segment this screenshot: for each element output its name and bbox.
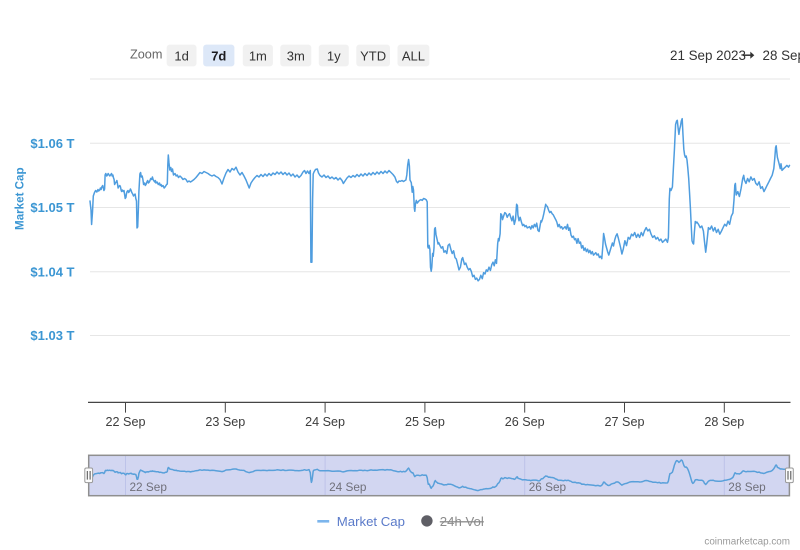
svg-text:22 Sep: 22 Sep (106, 415, 146, 429)
svg-text:$1.04 T: $1.04 T (30, 264, 74, 279)
svg-text:27 Sep: 27 Sep (605, 415, 645, 429)
svg-text:1m: 1m (249, 48, 267, 63)
svg-text:Market Cap: Market Cap (337, 514, 405, 529)
svg-text:$1.06 T: $1.06 T (30, 136, 74, 151)
svg-text:Market Cap: Market Cap (14, 167, 27, 230)
svg-text:22 Sep: 22 Sep (130, 480, 168, 494)
svg-text:Zoom: Zoom (130, 48, 162, 62)
svg-text:$1.03 T: $1.03 T (30, 328, 74, 343)
svg-text:24h Vol: 24h Vol (440, 514, 484, 529)
svg-text:28 Sep: 28 Sep (728, 480, 766, 494)
svg-text:1y: 1y (327, 48, 341, 63)
svg-text:ALL: ALL (402, 48, 425, 63)
svg-text:$1.05 T: $1.05 T (30, 200, 74, 215)
svg-text:24 Sep: 24 Sep (305, 415, 345, 429)
svg-text:24 Sep: 24 Sep (329, 480, 367, 494)
svg-text:26 Sep: 26 Sep (529, 480, 567, 494)
svg-text:26 Sep: 26 Sep (505, 415, 545, 429)
svg-text:7d: 7d (211, 48, 226, 63)
svg-text:YTD: YTD (360, 48, 386, 63)
svg-text:1d: 1d (174, 48, 188, 63)
svg-text:21 Sep 2023: 21 Sep 2023 (670, 48, 746, 63)
svg-text:coinmarketcap.com: coinmarketcap.com (704, 537, 790, 548)
svg-text:23 Sep: 23 Sep (205, 415, 245, 429)
svg-text:28 Sep 2023: 28 Sep 2023 (763, 48, 800, 63)
svg-text:28 Sep: 28 Sep (704, 415, 744, 429)
svg-text:25 Sep: 25 Sep (405, 415, 445, 429)
svg-text:3m: 3m (287, 48, 305, 63)
